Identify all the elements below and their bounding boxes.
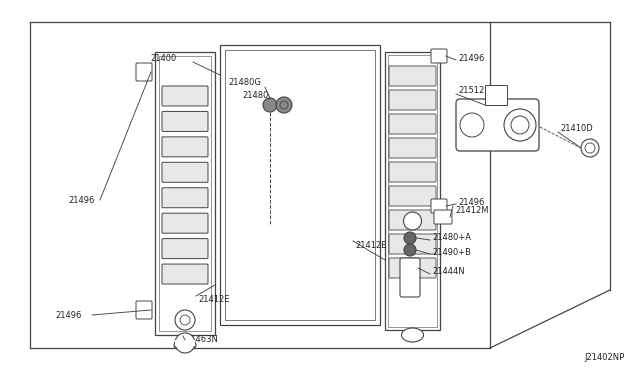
Text: 21412M: 21412M [455, 205, 488, 215]
Bar [485, 85, 507, 105]
Text: J21402NP: J21402NP [585, 353, 625, 362]
Text: 21496: 21496 [55, 311, 81, 320]
Circle shape [404, 244, 416, 256]
Circle shape [403, 212, 422, 230]
FancyBboxPatch shape [389, 210, 436, 230]
Text: 21496: 21496 [458, 198, 484, 206]
FancyBboxPatch shape [389, 90, 436, 110]
FancyBboxPatch shape [162, 238, 208, 259]
FancyBboxPatch shape [389, 258, 436, 278]
FancyBboxPatch shape [431, 199, 447, 213]
Text: 21496: 21496 [458, 54, 484, 62]
Bar [220, 45, 380, 325]
Text: 21410D: 21410D [560, 124, 593, 132]
Circle shape [175, 310, 195, 330]
Ellipse shape [401, 328, 424, 342]
FancyBboxPatch shape [431, 49, 447, 63]
Text: 21444N: 21444N [432, 267, 465, 276]
FancyBboxPatch shape [162, 112, 208, 131]
Text: 21412E: 21412E [355, 241, 387, 250]
FancyBboxPatch shape [162, 213, 208, 233]
Text: 21463N: 21463N [185, 336, 218, 344]
Circle shape [276, 97, 292, 113]
FancyBboxPatch shape [136, 301, 152, 319]
Bar [155, 52, 215, 335]
Text: 21480: 21480 [242, 90, 268, 99]
FancyBboxPatch shape [162, 86, 208, 106]
Text: 21496: 21496 [68, 196, 94, 205]
FancyBboxPatch shape [389, 66, 436, 86]
Bar [385, 52, 440, 330]
FancyBboxPatch shape [456, 99, 539, 151]
Text: 21480+A: 21480+A [432, 232, 471, 241]
Bar [388, 55, 437, 327]
Text: 21412E: 21412E [198, 295, 230, 305]
FancyBboxPatch shape [389, 138, 436, 158]
Bar [175, 340, 195, 346]
FancyBboxPatch shape [434, 210, 452, 224]
FancyBboxPatch shape [162, 264, 208, 284]
FancyBboxPatch shape [162, 162, 208, 182]
Text: 21400: 21400 [150, 54, 176, 62]
FancyBboxPatch shape [162, 188, 208, 208]
FancyBboxPatch shape [389, 186, 436, 206]
Circle shape [504, 109, 536, 141]
Text: 21512N: 21512N [458, 86, 491, 94]
Text: 21480G: 21480G [228, 77, 261, 87]
FancyBboxPatch shape [400, 258, 420, 297]
FancyBboxPatch shape [162, 137, 208, 157]
FancyBboxPatch shape [136, 63, 152, 81]
Circle shape [404, 232, 416, 244]
Circle shape [263, 98, 277, 112]
Circle shape [175, 333, 195, 353]
FancyBboxPatch shape [389, 162, 436, 182]
Bar [159, 56, 211, 331]
Text: 21490+B: 21490+B [432, 247, 471, 257]
FancyBboxPatch shape [389, 114, 436, 134]
Bar [225, 50, 375, 320]
Ellipse shape [174, 339, 196, 351]
FancyBboxPatch shape [389, 234, 436, 254]
Circle shape [581, 139, 599, 157]
